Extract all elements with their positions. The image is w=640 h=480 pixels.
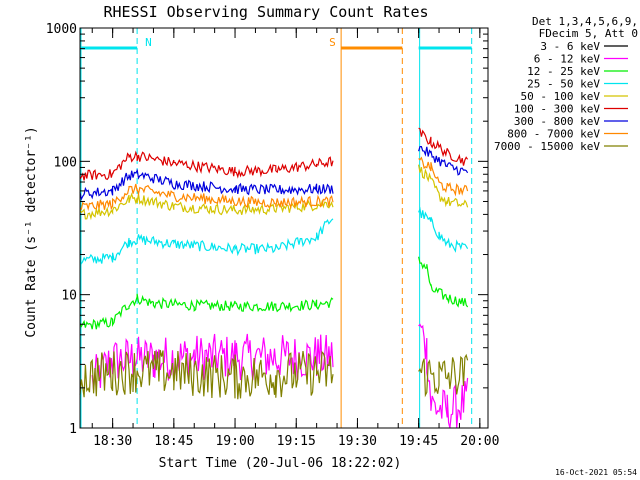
y-axis: 1 10 100 1000 (46, 22, 488, 437)
series-line-5 (79, 127, 469, 181)
y-axis-label: Count Rate (s⁻¹ detector⁻¹) (24, 126, 39, 337)
legend: Det 1,3,4,5,6,9,FDecim 5, Att 03 - 6 keV… (494, 15, 638, 153)
y-tick-label: 100 (54, 155, 77, 170)
generation-timestamp: 16-Oct-2021 05:54 (555, 468, 637, 477)
series-line-7 (79, 156, 469, 212)
series-line-8 (79, 349, 469, 400)
series-line-1 (91, 323, 469, 429)
y-tick-label: 1000 (46, 22, 77, 37)
x-axis: 18:30 18:45 19:00 19:15 19:30 19:45 20:00 (91, 28, 499, 449)
legend-header: Det 1,3,4,5,6,9, (532, 15, 638, 28)
legend-entry-label: 50 - 100 keV (521, 90, 601, 103)
x-tick-label: 19:00 (215, 434, 254, 449)
plot-frame (79, 27, 489, 429)
legend-header: FDecim 5, Att 0 (539, 27, 638, 40)
series-line-2 (79, 256, 469, 330)
legend-entry-label: 3 - 6 keV (540, 40, 600, 53)
y-tick-label: 1 (69, 422, 77, 437)
y-tick-label: 10 (61, 289, 77, 304)
flag-label: S (329, 36, 336, 49)
x-tick-label: 18:45 (154, 434, 193, 449)
legend-entry-label: 100 - 300 keV (514, 103, 600, 116)
legend-entry-label: 25 - 50 keV (527, 78, 600, 91)
series-line-3 (79, 206, 469, 265)
legend-entry-label: 7000 - 15000 keV (494, 140, 600, 153)
x-tick-label: 19:15 (277, 434, 316, 449)
legend-entry-label: 800 - 7000 keV (507, 128, 600, 141)
x-tick-label: 19:45 (399, 434, 438, 449)
x-tick-label: 19:30 (338, 434, 377, 449)
legend-entry-label: 12 - 25 keV (527, 65, 600, 78)
x-tick-label: 18:30 (93, 434, 132, 449)
chart-title: RHESSI Observing Summary Count Rates (103, 3, 428, 21)
x-axis-label: Start Time (20-Jul-06 18:22:02) (159, 456, 402, 471)
series-line-6 (79, 146, 469, 201)
legend-entry-label: 300 - 800 keV (514, 115, 600, 128)
flag-label: N (145, 36, 152, 49)
x-tick-label: 20:00 (460, 434, 499, 449)
legend-entry-label: 6 - 12 keV (534, 53, 601, 66)
